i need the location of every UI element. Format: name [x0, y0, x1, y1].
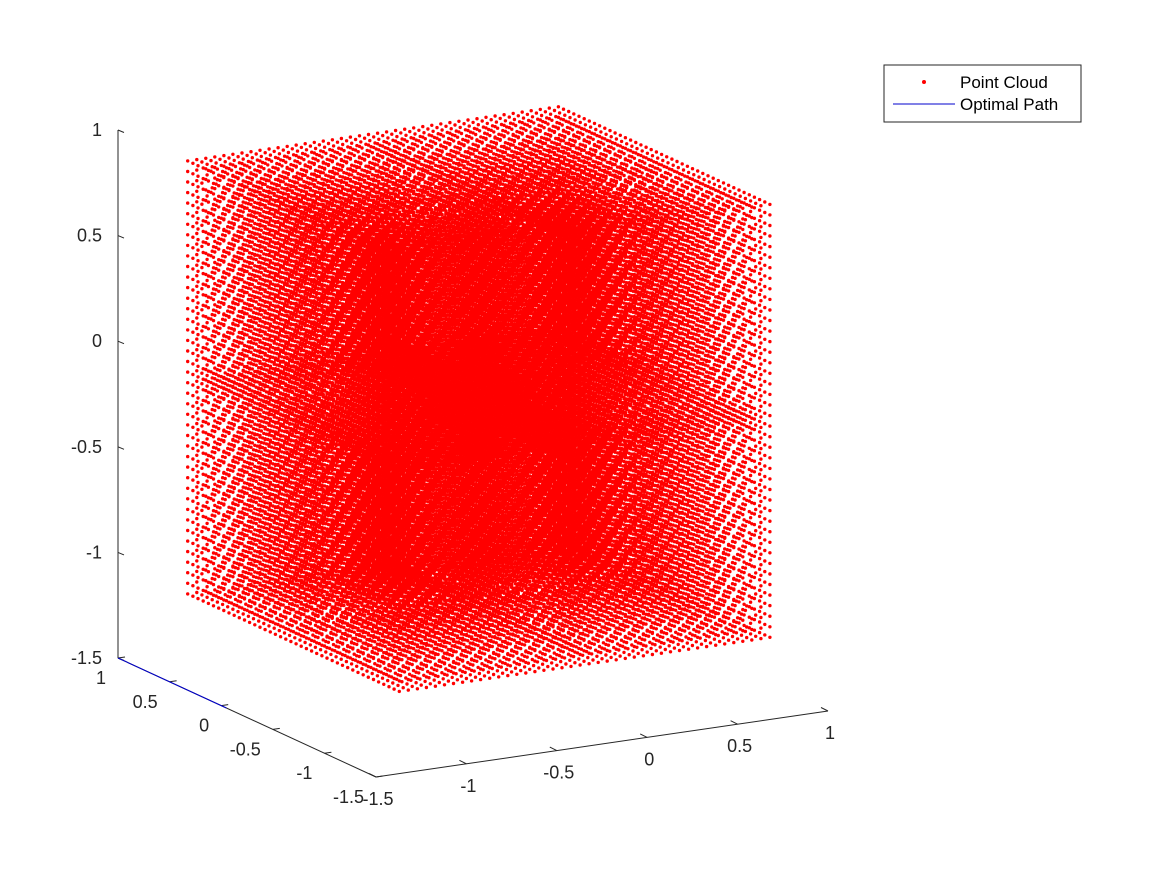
y-tick-label: -0.5 [230, 739, 261, 759]
z-tick [118, 130, 124, 133]
y-tick-label: 1 [96, 668, 106, 688]
y-tick [376, 776, 383, 777]
x-tick-label: 1 [825, 723, 835, 743]
y-tick-label: 0 [199, 716, 209, 736]
x-tick [459, 760, 466, 764]
z-tick-label: -0.5 [71, 437, 102, 457]
z-tick [118, 236, 124, 239]
z-tick [118, 552, 124, 555]
x-tick [369, 774, 376, 778]
x-tick [731, 721, 738, 725]
x-tick [821, 708, 828, 712]
y-tick-label: 0.5 [133, 692, 158, 712]
z-tick [118, 447, 124, 450]
z-tick [118, 341, 124, 344]
z-tick-label: -1 [86, 542, 102, 562]
x-axis-line [376, 711, 828, 777]
y-tick [170, 681, 177, 682]
x-tick [550, 747, 557, 751]
point-cloud-series [186, 105, 772, 693]
x-tick [640, 734, 647, 738]
x-tick-label: -1.5 [362, 789, 393, 809]
z-tick-label: 0 [92, 331, 102, 351]
x-tick-label: -1 [460, 776, 476, 796]
y-tick [118, 657, 125, 658]
x-tick-label: 0.5 [727, 736, 752, 756]
x-tick-label: 0 [644, 749, 654, 769]
z-tick-label: 1 [92, 120, 102, 140]
y-tick-label: -1 [296, 763, 312, 783]
y-tick-label: -1.5 [333, 787, 364, 807]
plot-area [118, 105, 772, 708]
y-tick [273, 728, 280, 729]
z-tick-label: -1.5 [71, 648, 102, 668]
z-tick-label: 0.5 [77, 226, 102, 246]
x-tick-label: -0.5 [543, 763, 574, 783]
y-tick [324, 752, 331, 753]
y-tick [221, 705, 228, 706]
